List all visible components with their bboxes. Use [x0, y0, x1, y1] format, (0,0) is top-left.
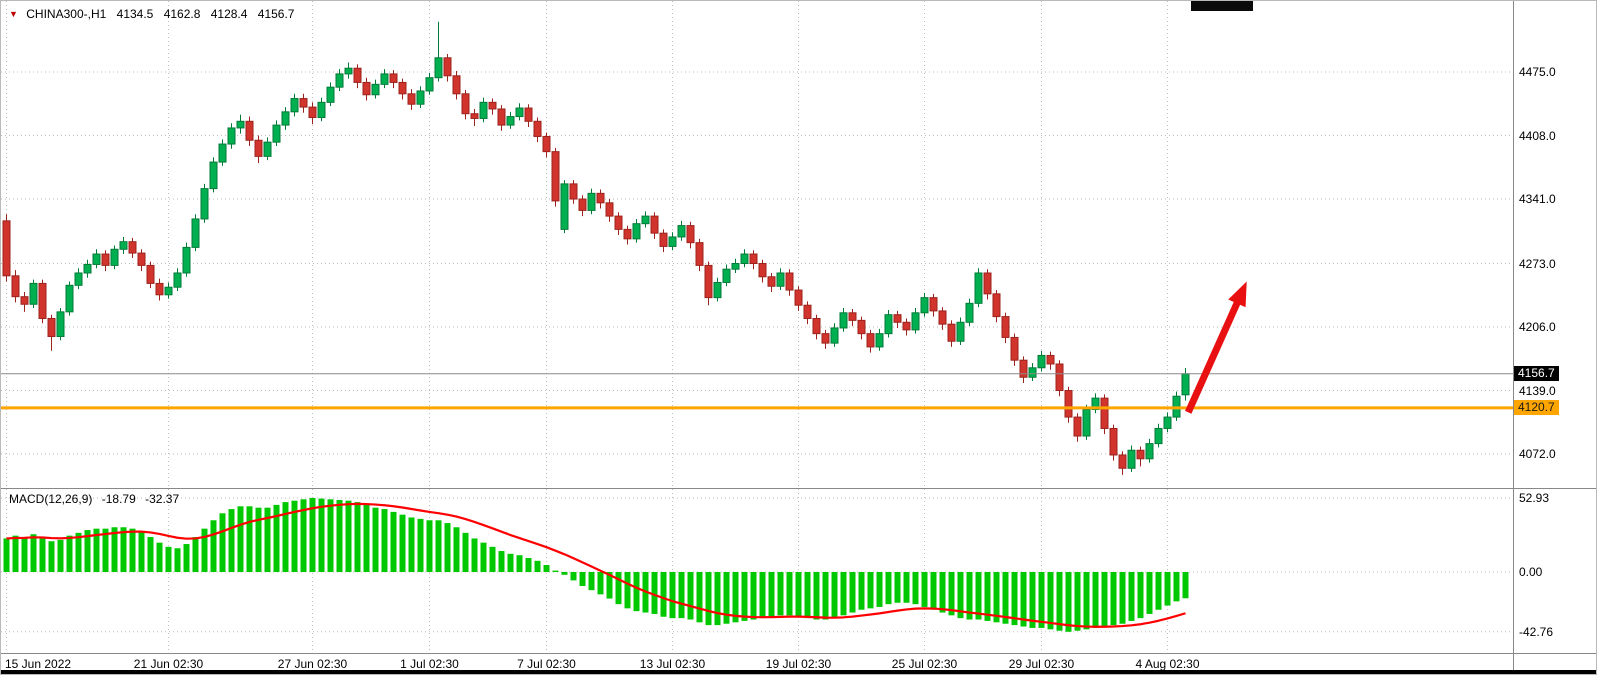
macd-axis-label: 0.00: [1519, 565, 1543, 579]
time-axis-label: 27 Jun 02:30: [277, 657, 348, 671]
top-black-marker: [1191, 1, 1253, 11]
time-axis[interactable]: 15 Jun 2022 21 Jun 02:30 27 Jun 02:30 1 Jul…: [1, 655, 1513, 673]
price-axis-label: 4341.0: [1519, 192, 1556, 207]
macd-indicator-label: MACD(12,26,9) -18.79 -32.37: [9, 492, 185, 506]
time-axis-label: 13 Jul 02:30: [639, 657, 706, 671]
current-price-tag: 4156.7: [1514, 365, 1559, 381]
price-axis-label: 4072.0: [1519, 447, 1556, 462]
time-axis-label: 4 Aug 02:30: [1135, 657, 1200, 671]
window-bottom-edge: [1, 670, 1596, 674]
price-axis-label: 4408.0: [1519, 128, 1556, 143]
quote-close: 4156.7: [257, 7, 295, 21]
time-axis-label: 15 Jun 2022: [5, 657, 72, 671]
macd-name: MACD(12,26,9): [9, 492, 93, 506]
macd-axis-label: -42.76: [1519, 624, 1554, 639]
hline-price-tag: 4120.7: [1514, 399, 1559, 415]
time-axis-label: 25 Jul 02:30: [891, 657, 958, 671]
time-axis-label: 19 Jul 02:30: [765, 657, 832, 671]
quote-high: 4162.8: [163, 7, 201, 21]
price-axis-label: 4206.0: [1519, 320, 1556, 335]
symbol-marker-icon: ▼: [9, 9, 18, 19]
time-axis-label: 7 Jul 02:30: [517, 657, 576, 671]
price-axis-label: 4273.0: [1519, 256, 1556, 271]
time-axis-label: 1 Jul 02:30: [400, 657, 459, 671]
quote-open: 4134.5: [116, 7, 154, 21]
price-axis-label: 4475.0: [1519, 65, 1556, 79]
price-axis[interactable]: 4475.0 4408.0 4341.0 4273.0 4206.0 4139.0 4072…: [1514, 1, 1596, 674]
symbol-name: CHINA300-,H1: [26, 7, 107, 21]
time-axis-label: 21 Jun 02:30: [133, 657, 204, 671]
price-axis-label: 4139.0: [1519, 383, 1556, 398]
time-axis-label: 29 Jul 02:30: [1008, 657, 1075, 671]
macd-main-value: -18.79: [101, 492, 136, 506]
symbol-info: ▼ CHINA300-,H1 4134.5 4162.8 4128.4 4156…: [9, 7, 294, 21]
macd-axis-label: 52.93: [1519, 491, 1550, 505]
quote-low: 4128.4: [210, 7, 248, 21]
macd-signal-value: -32.37: [145, 492, 180, 506]
